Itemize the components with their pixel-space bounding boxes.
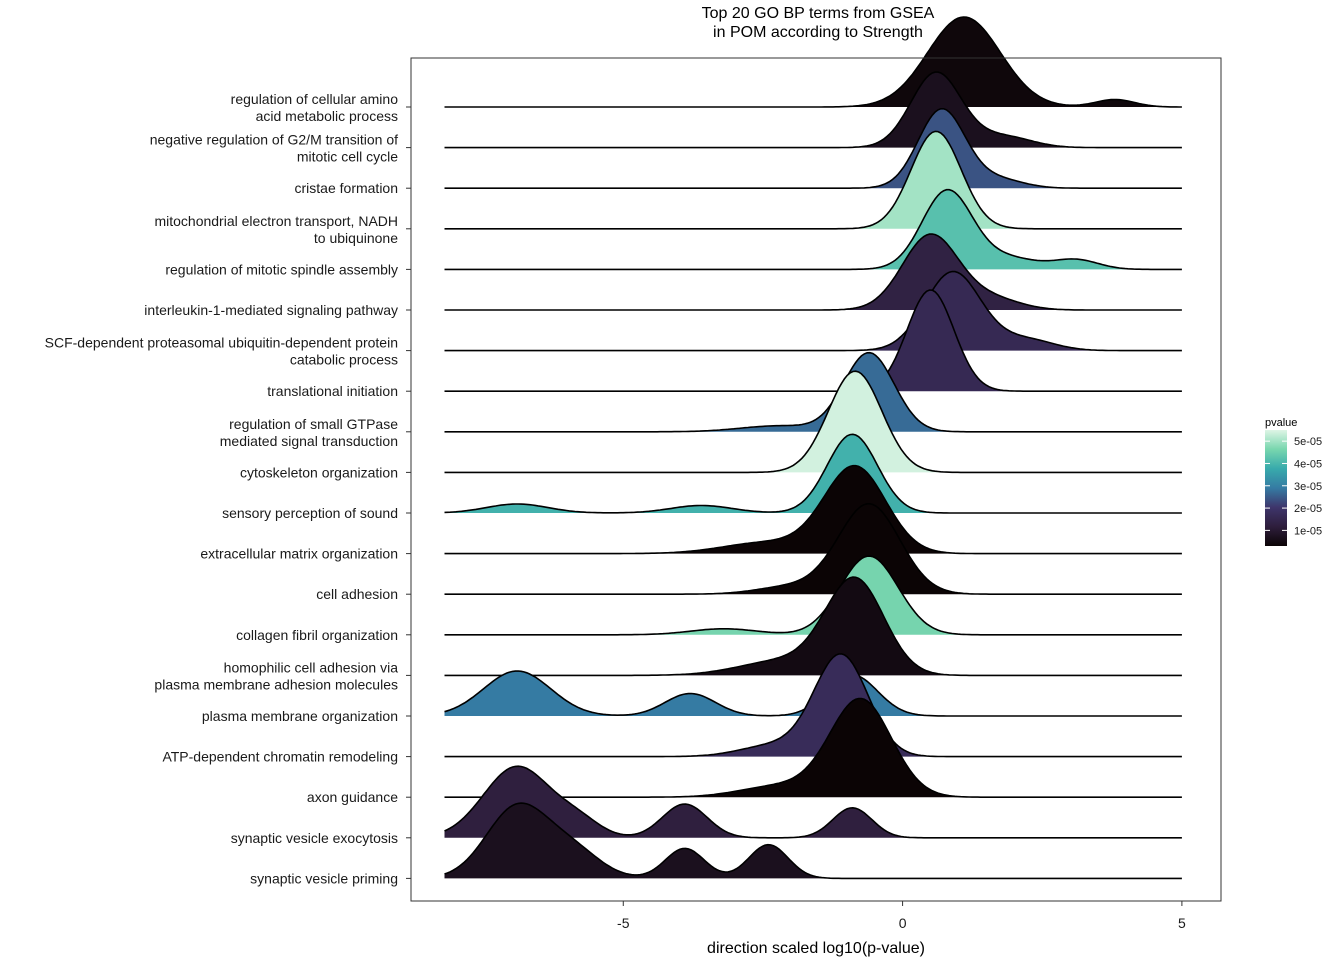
legend-colorbar (1265, 430, 1287, 546)
y-axis-label: cristae formation (295, 180, 398, 196)
ridge-fill (444, 290, 1182, 392)
ridge-fill (444, 465, 1182, 554)
legend-tick-label: 5e-05 (1294, 436, 1322, 448)
y-axis-label: homophilic cell adhesion via (224, 659, 399, 675)
y-axis-label: sensory perception of sound (222, 505, 398, 521)
ridge-outline (444, 233, 1182, 311)
ridges (444, 16, 1182, 880)
x-tick-label: -5 (617, 915, 630, 931)
ridge-fill (444, 577, 1182, 676)
y-axis-label: catabolic process (290, 352, 398, 368)
ridge-outline (444, 433, 1182, 514)
ridge-fill (444, 234, 1182, 310)
ridge-outline (444, 130, 1182, 230)
x-tick-label: 5 (1178, 915, 1186, 931)
ridge-outline (444, 555, 1182, 636)
chart-title-line-2: in POM according to Strength (713, 24, 923, 41)
ridge-fill (444, 698, 1182, 798)
ridge-fill (444, 271, 1182, 351)
y-axis-label: interleukin-1-mediated signaling pathway (144, 302, 398, 318)
legend-title: pvalue (1265, 417, 1297, 429)
ridge-fill (444, 189, 1182, 270)
y-axis-label: axon guidance (307, 789, 398, 805)
ridge-fill (444, 434, 1182, 513)
ridge-fill (444, 108, 1182, 189)
x-tick-label: 0 (899, 915, 907, 931)
ridge-fill (444, 17, 1182, 107)
ridge-fill (444, 72, 1182, 148)
ridge-outline (444, 71, 1182, 149)
ridge-outline (444, 108, 1182, 189)
y-axis-label: extracellular matrix organization (200, 546, 398, 562)
ridge-fill (444, 352, 1182, 432)
legend-ticks: 1e-05 2e-05 3e-05 4e-05 5e-05 (1265, 436, 1322, 537)
y-axis-label: translational initiation (267, 383, 398, 399)
y-axis-label: mediated signal transduction (220, 433, 398, 449)
y-axis-label: ATP-dependent chromatin remodeling (162, 749, 398, 765)
x-axis-title: direction scaled log10(p-value) (707, 940, 925, 957)
ridge-outline (444, 370, 1182, 474)
legend-tick-label: 3e-05 (1294, 481, 1322, 493)
y-axis-label: regulation of small GTPase (229, 416, 398, 432)
ridge-outline (444, 188, 1182, 271)
ridge-outline (444, 464, 1182, 555)
ridge-outline (444, 653, 1182, 758)
legend-tick-label: 4e-05 (1294, 458, 1322, 470)
y-axis-label: mitochondrial electron transport, NADH (154, 213, 398, 229)
y-axis-label: negative regulation of G2/M transition o… (150, 132, 398, 148)
legend-tick-label: 2e-05 (1294, 503, 1322, 515)
ridge-outline (444, 576, 1182, 677)
ridge-outline (444, 351, 1182, 433)
color-legend: pvalue 1e-05 2e-05 3e-05 4e-05 5e-05 (1265, 417, 1322, 546)
ridge-fill (444, 803, 1182, 879)
ridge-outline (444, 697, 1182, 798)
chart-title-line-1: Top 20 GO BP terms from GSEA (702, 5, 935, 22)
ridge-outline (444, 16, 1182, 108)
y-axis-label: SCF-dependent proteasomal ubiquitin-depe… (45, 335, 398, 351)
legend-tick-label: 1e-05 (1294, 525, 1322, 537)
ridge-fill (444, 653, 1182, 757)
y-axis-label: plasma membrane adhesion molecules (154, 676, 398, 692)
panel-border (410, 57, 1222, 902)
x-axis: -5 0 5 (617, 901, 1186, 931)
ridge-outline (444, 802, 1182, 880)
y-axis-label: regulation of mitotic spindle assembly (165, 261, 398, 277)
ridge-fill (444, 131, 1182, 229)
y-axis-label: synaptic vesicle exocytosis (231, 830, 398, 846)
ridge-fill (444, 503, 1182, 595)
y-axis-label: acid metabolic process (256, 108, 398, 124)
ridge-outline (444, 289, 1182, 392)
y-axis-label: regulation of cellular amino (231, 91, 399, 107)
y-axis-label: plasma membrane organization (202, 708, 398, 724)
y-axis-label: synaptic vesicle priming (250, 870, 398, 886)
y-axis-label: cytoskeleton organization (240, 464, 398, 480)
ridge-outline (444, 503, 1182, 595)
ridge-outline (444, 765, 1182, 839)
y-axis-label: to ubiquinone (314, 230, 398, 246)
y-axis-label: mitotic cell cycle (297, 149, 398, 165)
ridge-outline (444, 270, 1182, 352)
y-axis-label: collagen fibril organization (236, 627, 398, 643)
y-axis-label: cell adhesion (316, 586, 398, 602)
ridge-fill (444, 371, 1182, 473)
